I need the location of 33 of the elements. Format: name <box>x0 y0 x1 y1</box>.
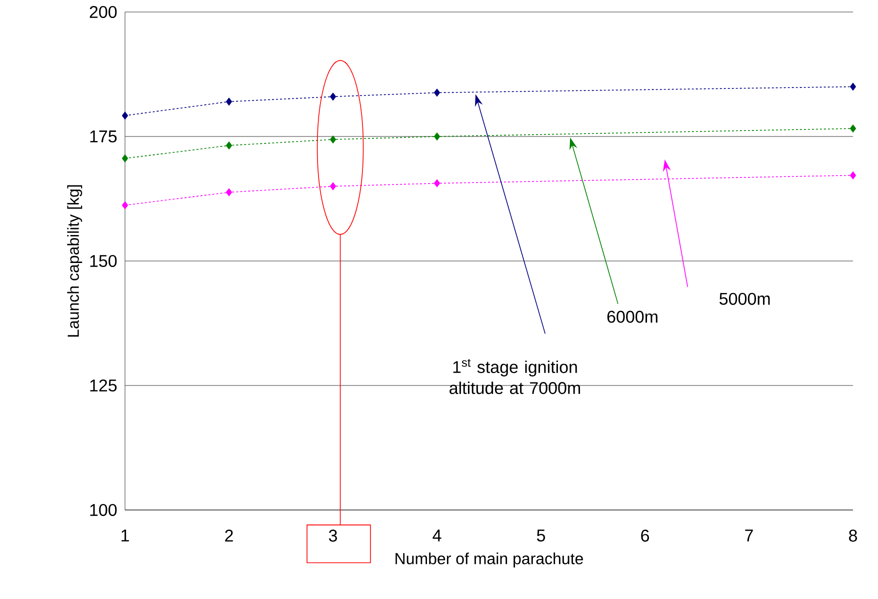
point <box>850 124 856 132</box>
x-tick-label: 7 <box>745 530 753 542</box>
point <box>122 201 128 210</box>
point <box>850 171 856 180</box>
y-tick-label: 200 <box>90 6 117 18</box>
point <box>122 154 128 162</box>
y-tick-label: 125 <box>90 379 117 392</box>
point <box>434 179 440 188</box>
x-tick-label: 6 <box>641 530 649 542</box>
x-axis-title: Number of main parachute <box>396 552 583 568</box>
y-tick-label: 100 <box>90 504 117 516</box>
point <box>330 136 336 144</box>
point <box>122 112 128 120</box>
annotation: 1$^{st}$ stage ignition altitude at 7000m <box>450 358 580 394</box>
annotation: 6000m <box>607 310 658 323</box>
y-tick-label: 175 <box>90 130 117 142</box>
x-tick-label: 1 <box>122 530 129 542</box>
point <box>330 92 336 101</box>
x-tick-label: 4 <box>432 530 442 542</box>
point <box>330 182 336 190</box>
point <box>434 88 440 97</box>
point <box>850 82 856 91</box>
point <box>226 142 232 150</box>
y-axis-title: Launch capability [kg] <box>67 185 82 337</box>
x-tick-label: 2 <box>225 530 233 542</box>
point <box>434 132 440 140</box>
x-tick-label: 8 <box>849 530 857 542</box>
annotation: 5000m <box>720 292 770 305</box>
point <box>226 188 232 196</box>
point <box>226 98 232 106</box>
x-tick-label: 5 <box>536 530 546 542</box>
x-tick-label: 3 <box>328 530 337 542</box>
y-tick-label: 150 <box>90 254 117 268</box>
